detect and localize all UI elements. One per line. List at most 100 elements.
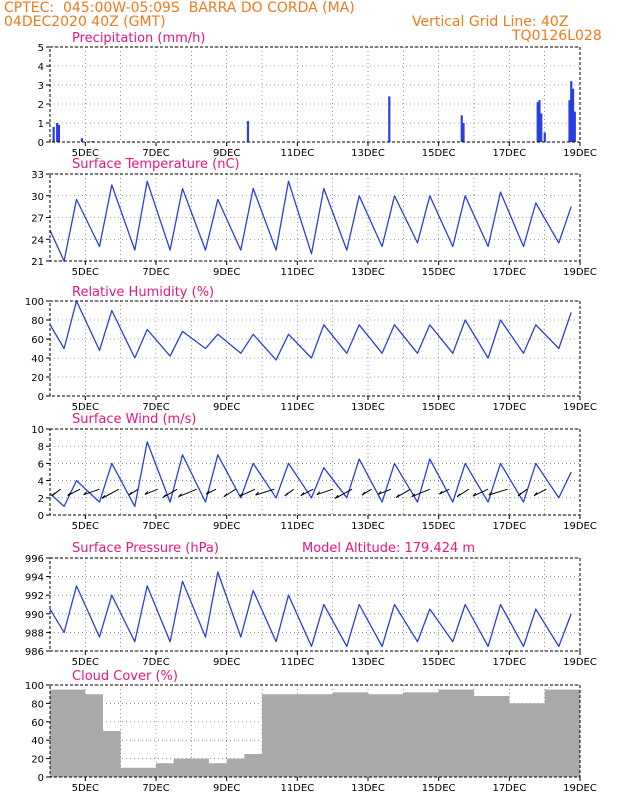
x-tick-label: 9DEC: [213, 657, 240, 668]
wind-arrow-head: [472, 492, 477, 497]
wind-arrow-head: [128, 491, 133, 496]
x-tick-label: 7DEC: [142, 402, 169, 413]
series-line: [49, 180, 572, 262]
x-tick-label: 9DEC: [213, 148, 240, 159]
wind-arrow: [488, 488, 508, 496]
x-tick-label: 17DEC: [492, 783, 526, 794]
y-tick-label: 80: [31, 699, 44, 710]
wind-arrow-head: [255, 491, 259, 496]
y-tick-label: 0: [38, 773, 44, 784]
wind-arrow: [300, 488, 314, 497]
wind-arrow: [334, 488, 353, 499]
wind-arrow-head: [334, 495, 339, 499]
y-tick-label: 20: [31, 373, 44, 384]
precip-bar: [462, 123, 465, 142]
x-tick-label: 5DEC: [72, 657, 99, 668]
wind-arrow-head: [316, 491, 321, 496]
precip-bar: [543, 132, 546, 142]
panel-frame: [49, 557, 581, 652]
wind-arrow-head: [223, 493, 228, 498]
x-tick-label: 15DEC: [422, 783, 456, 794]
x-tick-label: 13DEC: [351, 657, 385, 668]
wind-arrow: [239, 488, 256, 497]
y-tick-label: 0: [38, 511, 44, 522]
panel-title: Surface Pressure (hPa): [72, 541, 219, 556]
x-tick-label: 19DEC: [563, 267, 597, 278]
x-tick-label: 5DEC: [72, 521, 99, 532]
wind-arrow-head: [395, 494, 400, 498]
y-tick-label: 994: [25, 573, 44, 584]
y-tick-label: 10: [31, 425, 44, 436]
x-tick-label: 15DEC: [422, 402, 456, 413]
x-tick-label: 9DEC: [213, 521, 240, 532]
x-tick-label: 7DEC: [142, 521, 169, 532]
y-tick-label: 24: [31, 235, 44, 246]
panel-frame: [49, 173, 581, 262]
x-tick-label: 5DEC: [72, 267, 99, 278]
wind-arrow: [472, 488, 489, 497]
x-tick-label: 17DEC: [492, 657, 526, 668]
y-tick-label: 100: [25, 297, 44, 308]
wind-arrow: [83, 488, 100, 496]
wind-arrow-head: [144, 491, 149, 495]
y-tick-label: 6: [38, 459, 44, 470]
wind-arrow: [101, 488, 120, 499]
x-tick-label: 7DEC: [142, 148, 169, 159]
y-tick-label: 988: [25, 628, 44, 639]
panel-title: Surface Wind (m/s): [72, 412, 196, 427]
precip-bar: [536, 102, 539, 142]
y-tick-label: 40: [31, 736, 44, 747]
y-tick-label: 40: [31, 354, 44, 365]
x-tick-label: 11DEC: [280, 148, 314, 159]
precip-bar: [573, 111, 576, 142]
model-code: TQ0126L028: [512, 28, 602, 44]
y-tick-label: 4: [38, 477, 44, 488]
wind-arrow-head: [67, 492, 72, 496]
header-line1: CPTEC: 045:00W-05:09S BARRA DO CORDA (MA…: [4, 0, 355, 16]
y-tick-label: 0: [38, 392, 44, 403]
header-line2: 04DEC2020 40Z (GMT): [4, 14, 166, 30]
grid-note: Vertical Grid Line: 40Z: [412, 14, 569, 30]
panel-frame: [49, 428, 581, 516]
panel-frame: [49, 300, 581, 397]
precip-bar: [460, 115, 463, 142]
precip-bar: [388, 96, 391, 142]
x-tick-label: 17DEC: [492, 402, 526, 413]
y-tick-label: 60: [31, 718, 44, 729]
series-line: [49, 300, 572, 361]
x-tick-label: 19DEC: [563, 521, 597, 532]
x-tick-label: 15DEC: [422, 521, 456, 532]
panel-frame: [49, 684, 581, 778]
x-tick-label: 13DEC: [351, 267, 385, 278]
x-tick-label: 11DEC: [280, 402, 314, 413]
precip-bar: [57, 124, 61, 142]
x-tick-label: 5DEC: [72, 148, 99, 159]
x-tick-label: 15DEC: [422, 267, 456, 278]
wind-arrow: [67, 488, 81, 497]
x-tick-label: 7DEC: [142, 657, 169, 668]
y-tick-label: 992: [25, 591, 44, 602]
wind-arrow: [439, 488, 450, 495]
precip-bar: [568, 100, 571, 142]
panel-title: Surface Temperature (nC): [72, 157, 240, 172]
y-tick-label: 20: [31, 755, 44, 766]
x-tick-label: 13DEC: [351, 783, 385, 794]
precip-bar: [80, 138, 83, 142]
wind-arrow: [178, 488, 197, 498]
wind-arrow-head: [51, 492, 56, 497]
x-tick-label: 17DEC: [492, 521, 526, 532]
wind-arrow: [205, 488, 217, 495]
panel-title: Precipitation (mm/h): [72, 31, 205, 46]
y-tick-label: 2: [38, 494, 44, 505]
y-tick-label: 60: [31, 335, 44, 346]
y-tick-label: 80: [31, 316, 44, 327]
y-tick-label: 990: [25, 610, 44, 621]
x-tick-label: 11DEC: [280, 267, 314, 278]
x-tick-label: 9DEC: [213, 267, 240, 278]
y-tick-label: 21: [31, 257, 44, 268]
cloud-cover-area: [50, 689, 580, 777]
y-tick-label: 0: [38, 138, 44, 149]
y-tick-label: 8: [38, 442, 44, 453]
wind-arrow: [144, 488, 158, 495]
wind-arrow-head: [205, 490, 210, 495]
